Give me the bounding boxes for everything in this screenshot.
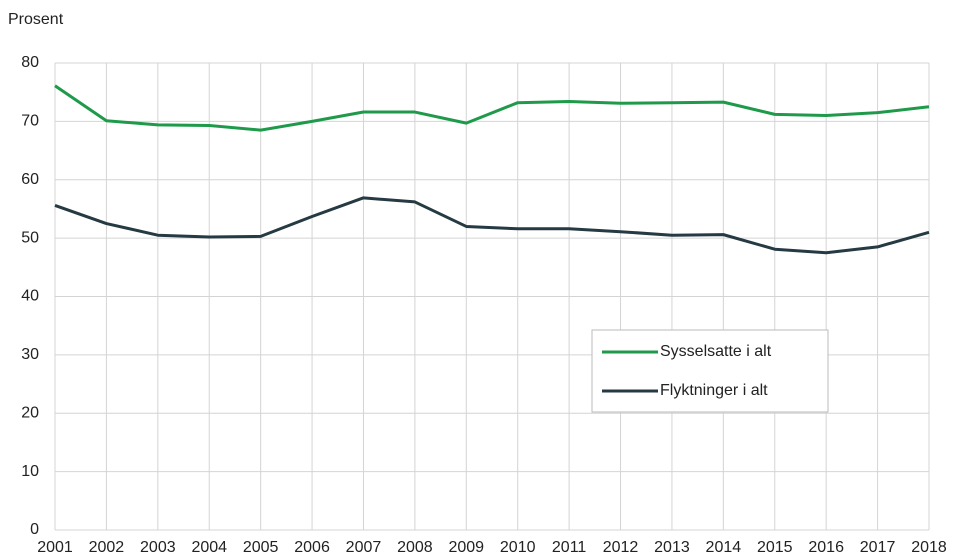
legend-label: Sysselsatte i alt [660, 343, 772, 360]
x-tick-label: 2008 [397, 539, 433, 556]
legend-box [591, 329, 829, 413]
y-tick-label: 80 [21, 54, 39, 71]
x-tick-label: 2018 [911, 539, 947, 556]
x-tick-label: 2011 [552, 539, 587, 556]
x-tick-label: 2012 [603, 539, 639, 556]
legend-label: Flyktninger i alt [660, 382, 768, 399]
data-line [54, 196, 930, 255]
y-tick-label: 0 [30, 521, 39, 538]
y-tick-label: 20 [21, 404, 39, 421]
x-tick-label: 2017 [860, 539, 896, 556]
x-tick-label: 2010 [500, 539, 536, 556]
x-tick-label: 2006 [294, 539, 330, 556]
x-tick-label: 2015 [757, 539, 793, 556]
x-tick-label: 2002 [89, 539, 125, 556]
y-tick-label: 60 [21, 171, 39, 188]
y-tick-label: 70 [21, 113, 39, 130]
x-tick-label: 2001 [37, 539, 73, 556]
x-tick-label: 2007 [346, 539, 382, 556]
x-tick-label: 2014 [706, 539, 742, 556]
x-tick-label: 2003 [140, 539, 176, 556]
x-tick-label: 2016 [808, 539, 844, 556]
y-tick-label: 30 [21, 346, 39, 363]
x-tick-label: 2005 [243, 539, 279, 556]
x-tick-label: 2004 [191, 539, 227, 556]
data-line [54, 84, 930, 132]
y-tick-label: 50 [21, 229, 39, 246]
x-tick-label: 2009 [448, 539, 484, 556]
y-tick-label: 40 [21, 288, 39, 305]
x-tick-label: 2013 [654, 539, 690, 556]
y-axis-label: Prosent [8, 11, 64, 28]
y-tick-label: 10 [21, 463, 39, 480]
